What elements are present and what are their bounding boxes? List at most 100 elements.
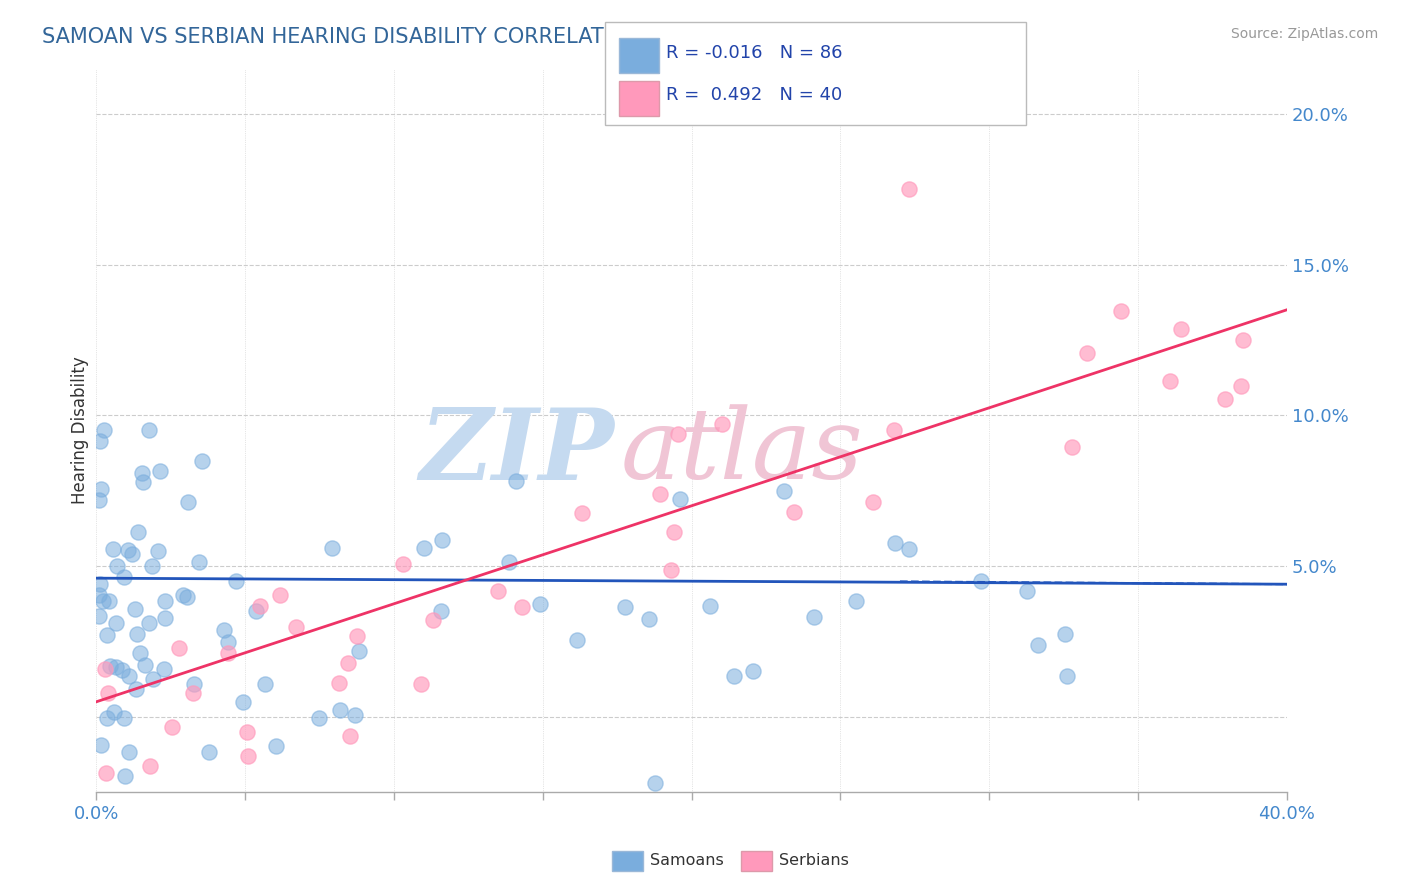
Point — [97, 686, 120, 700]
Point — [191, 454, 214, 468]
Point — [160, 720, 183, 734]
Point — [236, 748, 259, 763]
Point — [93, 594, 115, 608]
Point — [392, 557, 415, 571]
Point — [253, 677, 276, 691]
Point — [183, 677, 205, 691]
Text: atlas: atlas — [620, 404, 863, 500]
Point — [773, 484, 796, 499]
Point — [668, 492, 690, 507]
Point — [711, 417, 734, 432]
Point — [1213, 392, 1236, 406]
Point — [1230, 379, 1253, 393]
Point — [141, 558, 163, 573]
Point — [129, 646, 152, 660]
Text: ZIP: ZIP — [419, 404, 614, 500]
Point — [897, 182, 920, 196]
Point — [883, 423, 905, 437]
Point — [104, 616, 127, 631]
Point — [138, 615, 160, 630]
Point — [1232, 333, 1254, 347]
Point — [529, 598, 551, 612]
Point — [225, 574, 247, 588]
Point — [644, 776, 666, 790]
Point — [411, 677, 433, 691]
Text: Samoans: Samoans — [650, 854, 723, 868]
Point — [105, 659, 128, 673]
Point — [666, 427, 689, 442]
Point — [970, 574, 993, 588]
Y-axis label: Hearing Disability: Hearing Disability — [72, 357, 89, 504]
Point — [264, 739, 287, 753]
Point — [269, 588, 291, 602]
Point — [96, 628, 118, 642]
Point — [1159, 374, 1181, 388]
Point — [217, 646, 239, 660]
Point — [149, 463, 172, 477]
Point — [347, 644, 370, 658]
Point — [132, 475, 155, 490]
Point — [177, 495, 200, 509]
Point — [217, 634, 239, 648]
Point — [1062, 440, 1084, 454]
Point — [97, 593, 120, 607]
Point — [118, 745, 141, 759]
Point — [101, 542, 124, 557]
Point — [124, 601, 146, 615]
Point — [413, 541, 436, 556]
Point — [339, 729, 361, 743]
Point — [1170, 322, 1192, 336]
Point — [142, 672, 165, 686]
Point — [1109, 303, 1132, 318]
Point — [155, 594, 177, 608]
Point — [117, 669, 139, 683]
Point — [96, 766, 118, 780]
Point — [321, 541, 343, 556]
Point — [212, 623, 235, 637]
Point — [510, 600, 533, 615]
Point — [93, 424, 115, 438]
Point — [117, 542, 139, 557]
Point — [89, 434, 111, 449]
Point — [723, 669, 745, 683]
Point — [897, 541, 920, 556]
Point — [1026, 638, 1049, 652]
Point — [152, 662, 174, 676]
Point — [883, 536, 905, 550]
Point — [249, 599, 271, 613]
Point — [637, 612, 659, 626]
Point — [613, 599, 636, 614]
Point — [337, 656, 360, 670]
Text: R = -0.016   N = 86: R = -0.016 N = 86 — [666, 44, 844, 62]
Point — [845, 593, 868, 607]
Point — [648, 487, 671, 501]
Point — [329, 703, 352, 717]
Point — [172, 588, 194, 602]
Text: Serbians: Serbians — [779, 854, 849, 868]
Point — [96, 711, 118, 725]
Point — [571, 506, 593, 520]
Point — [111, 664, 134, 678]
Point — [176, 590, 198, 604]
Text: Source: ZipAtlas.com: Source: ZipAtlas.com — [1230, 27, 1378, 41]
Point — [284, 620, 307, 634]
Point — [430, 604, 453, 618]
Point — [505, 474, 527, 488]
Point — [422, 613, 444, 627]
Point — [139, 758, 162, 772]
Point — [134, 658, 156, 673]
Point — [486, 583, 509, 598]
Point — [125, 681, 148, 696]
Point — [138, 424, 160, 438]
Point — [89, 609, 111, 624]
Point — [1056, 668, 1078, 682]
Point — [232, 695, 254, 709]
Text: R =  0.492   N = 40: R = 0.492 N = 40 — [666, 87, 842, 104]
Point — [346, 629, 368, 643]
Point — [94, 662, 117, 676]
Point — [699, 599, 721, 613]
Point — [498, 555, 520, 569]
Point — [90, 483, 112, 497]
Point — [114, 769, 136, 783]
Point — [236, 725, 259, 739]
